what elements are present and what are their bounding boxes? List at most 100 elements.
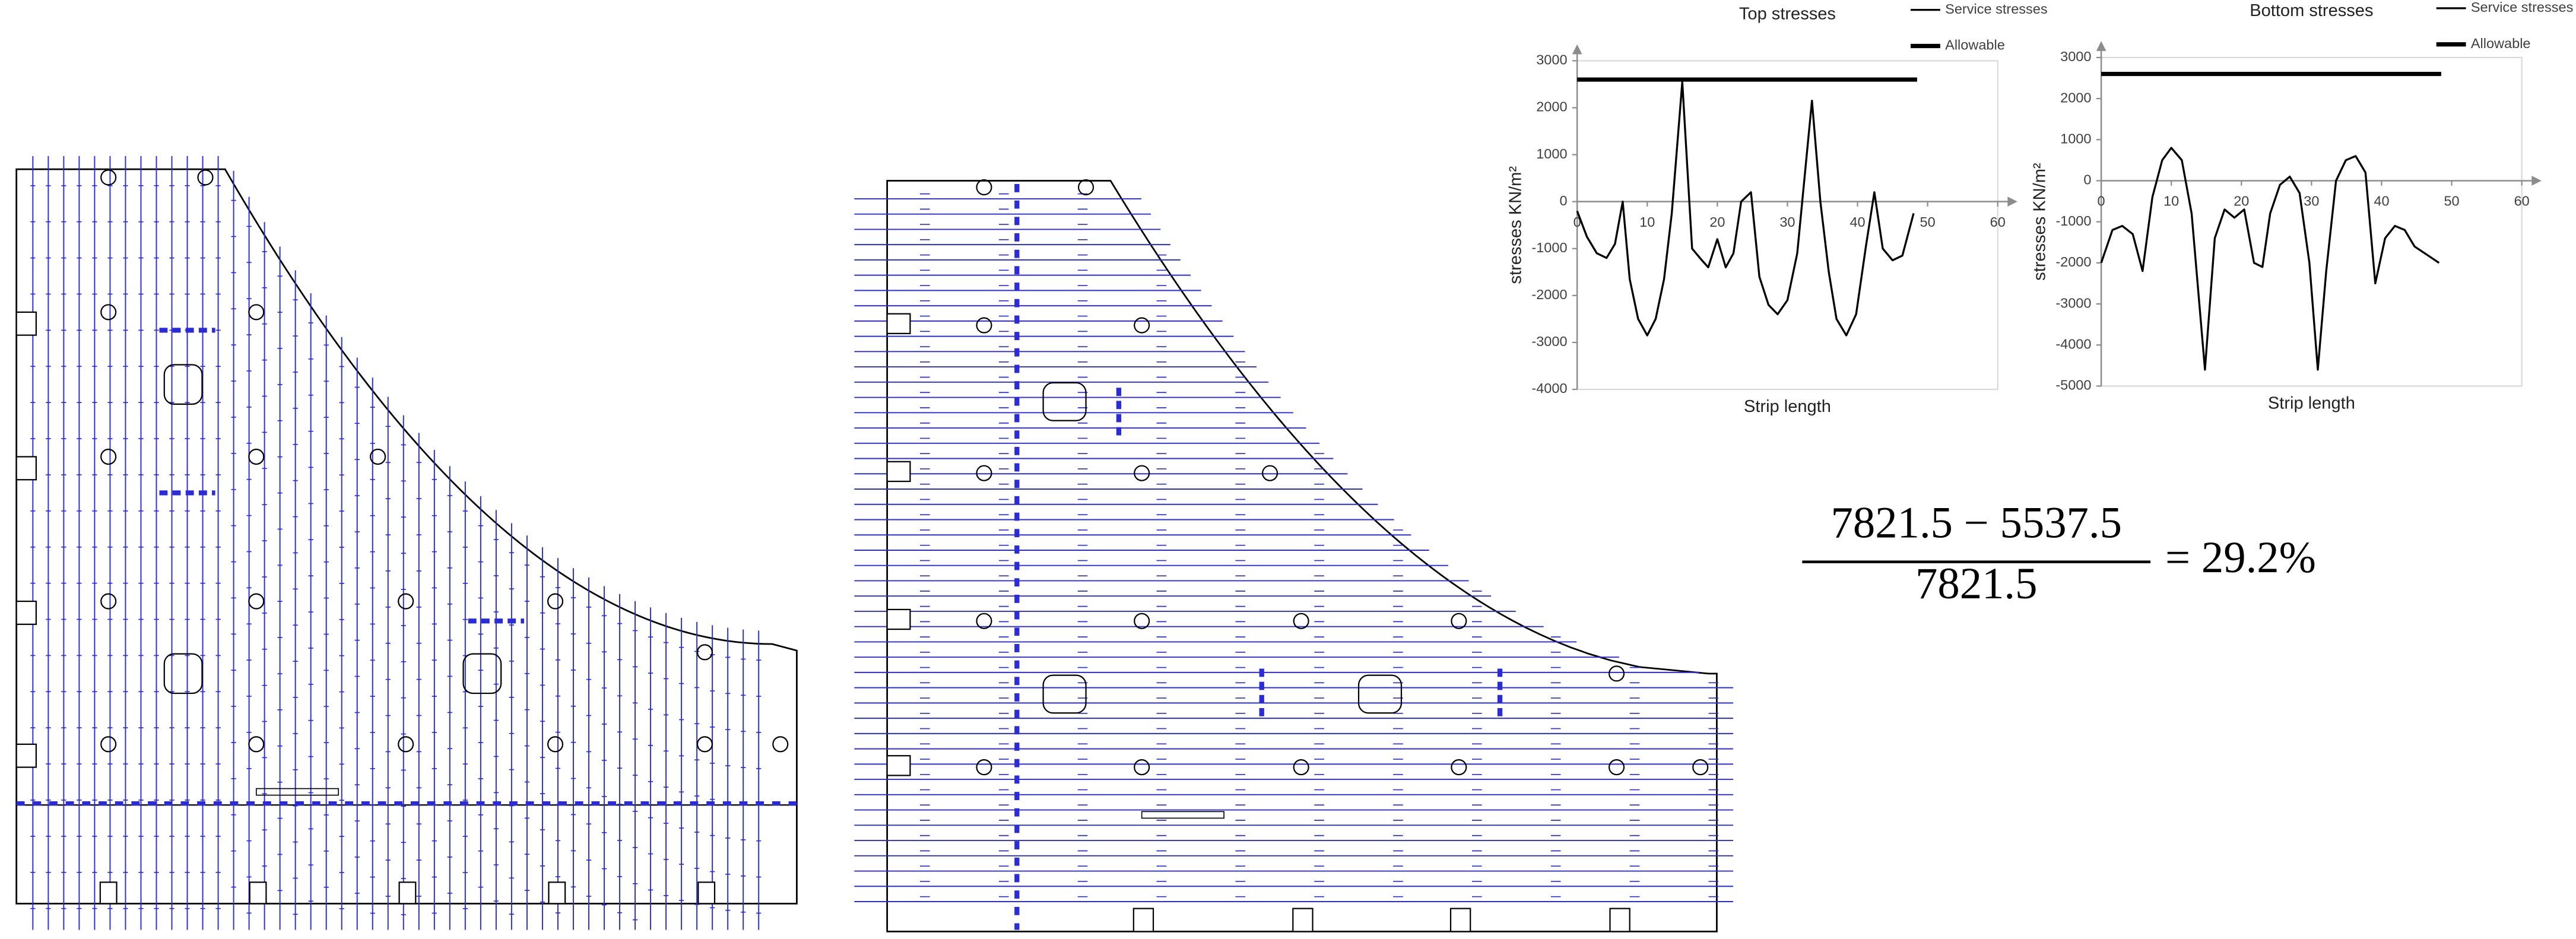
- y-tick-label: 1000: [2060, 131, 2091, 147]
- x-tick-label: 20: [2234, 193, 2249, 209]
- wall: [1609, 908, 1630, 932]
- x-tick-label: 40: [1849, 214, 1865, 230]
- x-axis-arrow: [2531, 176, 2542, 186]
- y-tick-label: 2000: [2060, 90, 2091, 105]
- x-axis-title: Strip length: [2268, 394, 2355, 413]
- slab-outline: [15, 168, 798, 905]
- column: [248, 448, 265, 465]
- opening: [163, 653, 203, 694]
- wall: [886, 608, 911, 630]
- wall: [15, 311, 37, 336]
- column: [976, 613, 992, 629]
- column: [1261, 465, 1279, 481]
- column: [976, 317, 992, 334]
- x-tick-label: 30: [2304, 193, 2319, 209]
- y-tick-label: 3000: [2060, 49, 2091, 64]
- x-tick-label: 10: [1639, 214, 1655, 230]
- column: [1077, 179, 1095, 196]
- x-tick-label: 20: [1709, 214, 1725, 230]
- y-tick-label: 1000: [1536, 146, 1567, 161]
- column: [398, 593, 414, 610]
- chart-title: Top stresses: [1739, 5, 1836, 24]
- column: [772, 736, 789, 753]
- plot-frame: [2100, 56, 2523, 387]
- wall: [99, 881, 118, 905]
- equation-denominator: 7821.5: [1915, 559, 2037, 608]
- legend-label: Allowable: [2471, 36, 2531, 51]
- y-tick-label: 2000: [1536, 99, 1567, 115]
- column: [1293, 613, 1309, 629]
- y-axis-title: stresses KN/m²: [2030, 163, 2049, 281]
- opening: [1357, 674, 1403, 714]
- wall: [1132, 908, 1154, 932]
- column: [1134, 759, 1150, 776]
- wall: [398, 881, 417, 905]
- column: [100, 304, 117, 321]
- chart-title: Bottom stresses: [2250, 1, 2373, 20]
- x-tick-label: 60: [1990, 214, 2006, 230]
- column: [547, 593, 564, 610]
- equation: 7821.5 − 5537.5 7821.5 = 29.2%: [1802, 499, 2316, 608]
- x-tick-label: 50: [1920, 214, 1936, 230]
- beam: [255, 788, 340, 796]
- y-tick-label: -4000: [1531, 380, 1567, 396]
- column: [696, 736, 713, 753]
- x-tick-label: 30: [1779, 214, 1795, 230]
- column: [976, 465, 992, 481]
- x-tick-label: 60: [2514, 193, 2530, 209]
- column: [976, 179, 992, 196]
- x-tick-label: 40: [2374, 193, 2389, 209]
- wall: [1449, 908, 1471, 932]
- y-axis-arrow: [2096, 41, 2107, 51]
- tendon-drawings: [15, 156, 1734, 932]
- column: [248, 736, 265, 753]
- opening: [163, 364, 203, 405]
- y-axis-title: stresses KN/m²: [1506, 166, 1525, 284]
- column: [197, 169, 214, 186]
- column: [1609, 759, 1625, 776]
- column: [248, 304, 265, 321]
- column: [1451, 613, 1467, 629]
- y-tick-label: -1000: [2055, 213, 2091, 229]
- y-tick-label: -1000: [1531, 240, 1567, 255]
- column: [1692, 759, 1709, 776]
- legend-label: Allowable: [1945, 37, 2005, 53]
- legend-label: Service stresses: [2471, 0, 2574, 15]
- stress-charts: Top stresses-4000-3000-2000-100001000200…: [1506, 0, 2573, 416]
- column: [976, 759, 992, 776]
- equation-result: = 29.2%: [2165, 533, 2316, 582]
- wall: [886, 755, 911, 776]
- y-axis-arrow: [1572, 44, 1582, 55]
- column: [100, 169, 117, 186]
- opening: [1042, 382, 1087, 421]
- opening: [1042, 674, 1087, 714]
- series-line: [2100, 147, 2440, 371]
- column: [1609, 665, 1625, 682]
- column: [100, 736, 117, 753]
- column: [398, 736, 414, 753]
- y-tick-label: 3000: [1536, 52, 1567, 68]
- beam: [1141, 811, 1224, 819]
- column: [547, 736, 564, 753]
- column: [370, 448, 386, 465]
- y-tick-label: -5000: [2055, 377, 2091, 393]
- column: [100, 593, 117, 610]
- y-tick-label: -2000: [2055, 254, 2091, 269]
- y-tick-label: 0: [2083, 172, 2091, 188]
- wall: [886, 461, 911, 483]
- wall: [15, 743, 37, 768]
- column: [1134, 465, 1150, 481]
- y-tick-label: -2000: [1531, 287, 1567, 302]
- column: [1451, 759, 1467, 776]
- wall: [886, 313, 911, 334]
- x-axis-title: Strip length: [1744, 397, 1831, 416]
- x-tick-label: 50: [2444, 193, 2459, 209]
- equation-numerator: 7821.5 − 5537.5: [1831, 499, 2122, 548]
- wall: [249, 881, 267, 905]
- slab-outline: [886, 180, 1718, 932]
- column: [1134, 317, 1150, 334]
- y-tick-label: 0: [1559, 193, 1567, 208]
